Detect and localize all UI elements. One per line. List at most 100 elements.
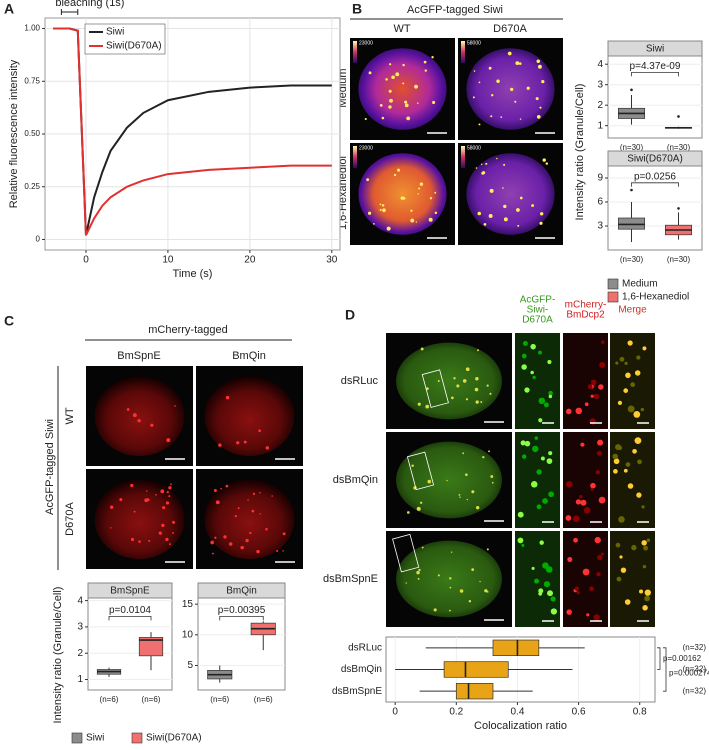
x-tick-label: 30 [326,255,338,266]
granule [624,361,628,366]
legend-label: Siwi(D670A) [146,733,202,744]
colorbar [461,146,465,168]
colorbar-label: 58000 [467,145,481,151]
granule [524,387,530,393]
plot-area [607,165,703,251]
granule [480,401,483,404]
granule [565,408,572,415]
granule [521,353,527,359]
granule [613,469,618,474]
granule [449,577,452,580]
granule [449,586,452,589]
granule [259,492,261,494]
granule [496,79,500,83]
granule [642,605,648,611]
colorbar [353,41,357,63]
granule [519,196,523,200]
granule [565,480,573,488]
granule [459,589,464,593]
granule [417,193,419,195]
colorbar-label: 23000 [359,40,373,46]
legend-swatch [71,732,83,744]
legend-label: 1,6-Hexanediol [622,292,689,303]
granule [582,568,590,576]
bracket [663,647,667,692]
granule [548,451,553,456]
bracket [631,182,679,187]
header: AcGFP-tagged Siwi [407,4,503,16]
x-tick-label: 10 [162,255,174,266]
granule [531,566,535,570]
granule [627,483,634,489]
granule [538,350,542,355]
granule [247,499,249,501]
granule [395,72,400,77]
cell [396,441,502,519]
granule [172,532,174,534]
granule [385,78,388,81]
column-label: WT [393,23,410,35]
granule [126,408,130,411]
granule [633,411,641,418]
granule [536,59,541,63]
granule [643,545,648,551]
granule [532,445,539,453]
x-tick-label: 0.4 [510,707,524,718]
granule [245,538,249,543]
granule [237,507,240,510]
granule [462,379,467,383]
granule [639,589,644,594]
granule [539,221,543,225]
y-tick-label: 2 [77,648,83,659]
y-tick-label: 5 [187,660,193,671]
granule [431,56,434,59]
granule [631,544,637,551]
granule [367,211,372,215]
granule [265,446,270,450]
column-label: BmSpnE [117,350,160,362]
granule [579,495,583,499]
x-tick-label: (n=6) [100,695,119,704]
granule [150,423,154,427]
cell [204,479,295,559]
facet-title: BmQin [226,586,257,597]
granule [450,396,454,400]
annotation: p=0.0256 [634,171,676,182]
bracket [631,72,679,77]
header: mCherry-tagged [148,324,227,336]
granule [416,506,421,511]
granule [583,506,591,514]
granule [586,613,590,617]
granule [517,537,524,544]
y-tick-label: 3 [597,221,603,232]
granule [406,511,410,514]
outlier [630,88,633,92]
x-tick-label: 0.2 [449,707,463,718]
granule [456,384,460,388]
granule [404,103,409,108]
facet-title: Siwi [646,44,664,55]
granule [168,495,171,498]
granule [110,505,114,509]
row-label: dsBmQin [333,474,378,486]
panel-label: C [4,313,14,329]
facet-title: BmSpnE [110,586,150,597]
granule [477,349,480,352]
granule [538,418,543,423]
granule [520,440,526,446]
granule [489,392,492,395]
granule [613,458,620,465]
x-tick-label: 0.8 [633,707,647,718]
granule [130,537,135,541]
legend-swatch [607,278,619,290]
granule [510,87,514,91]
y-axis-label: Intensity ratio (Granule/Cell) [52,587,64,724]
granule [575,407,583,415]
granule [565,515,572,521]
y-tick-label: 2 [597,100,603,111]
y-tick-label: 10 [182,629,194,640]
granule [256,549,260,554]
granule [472,96,475,99]
granule [410,218,415,223]
